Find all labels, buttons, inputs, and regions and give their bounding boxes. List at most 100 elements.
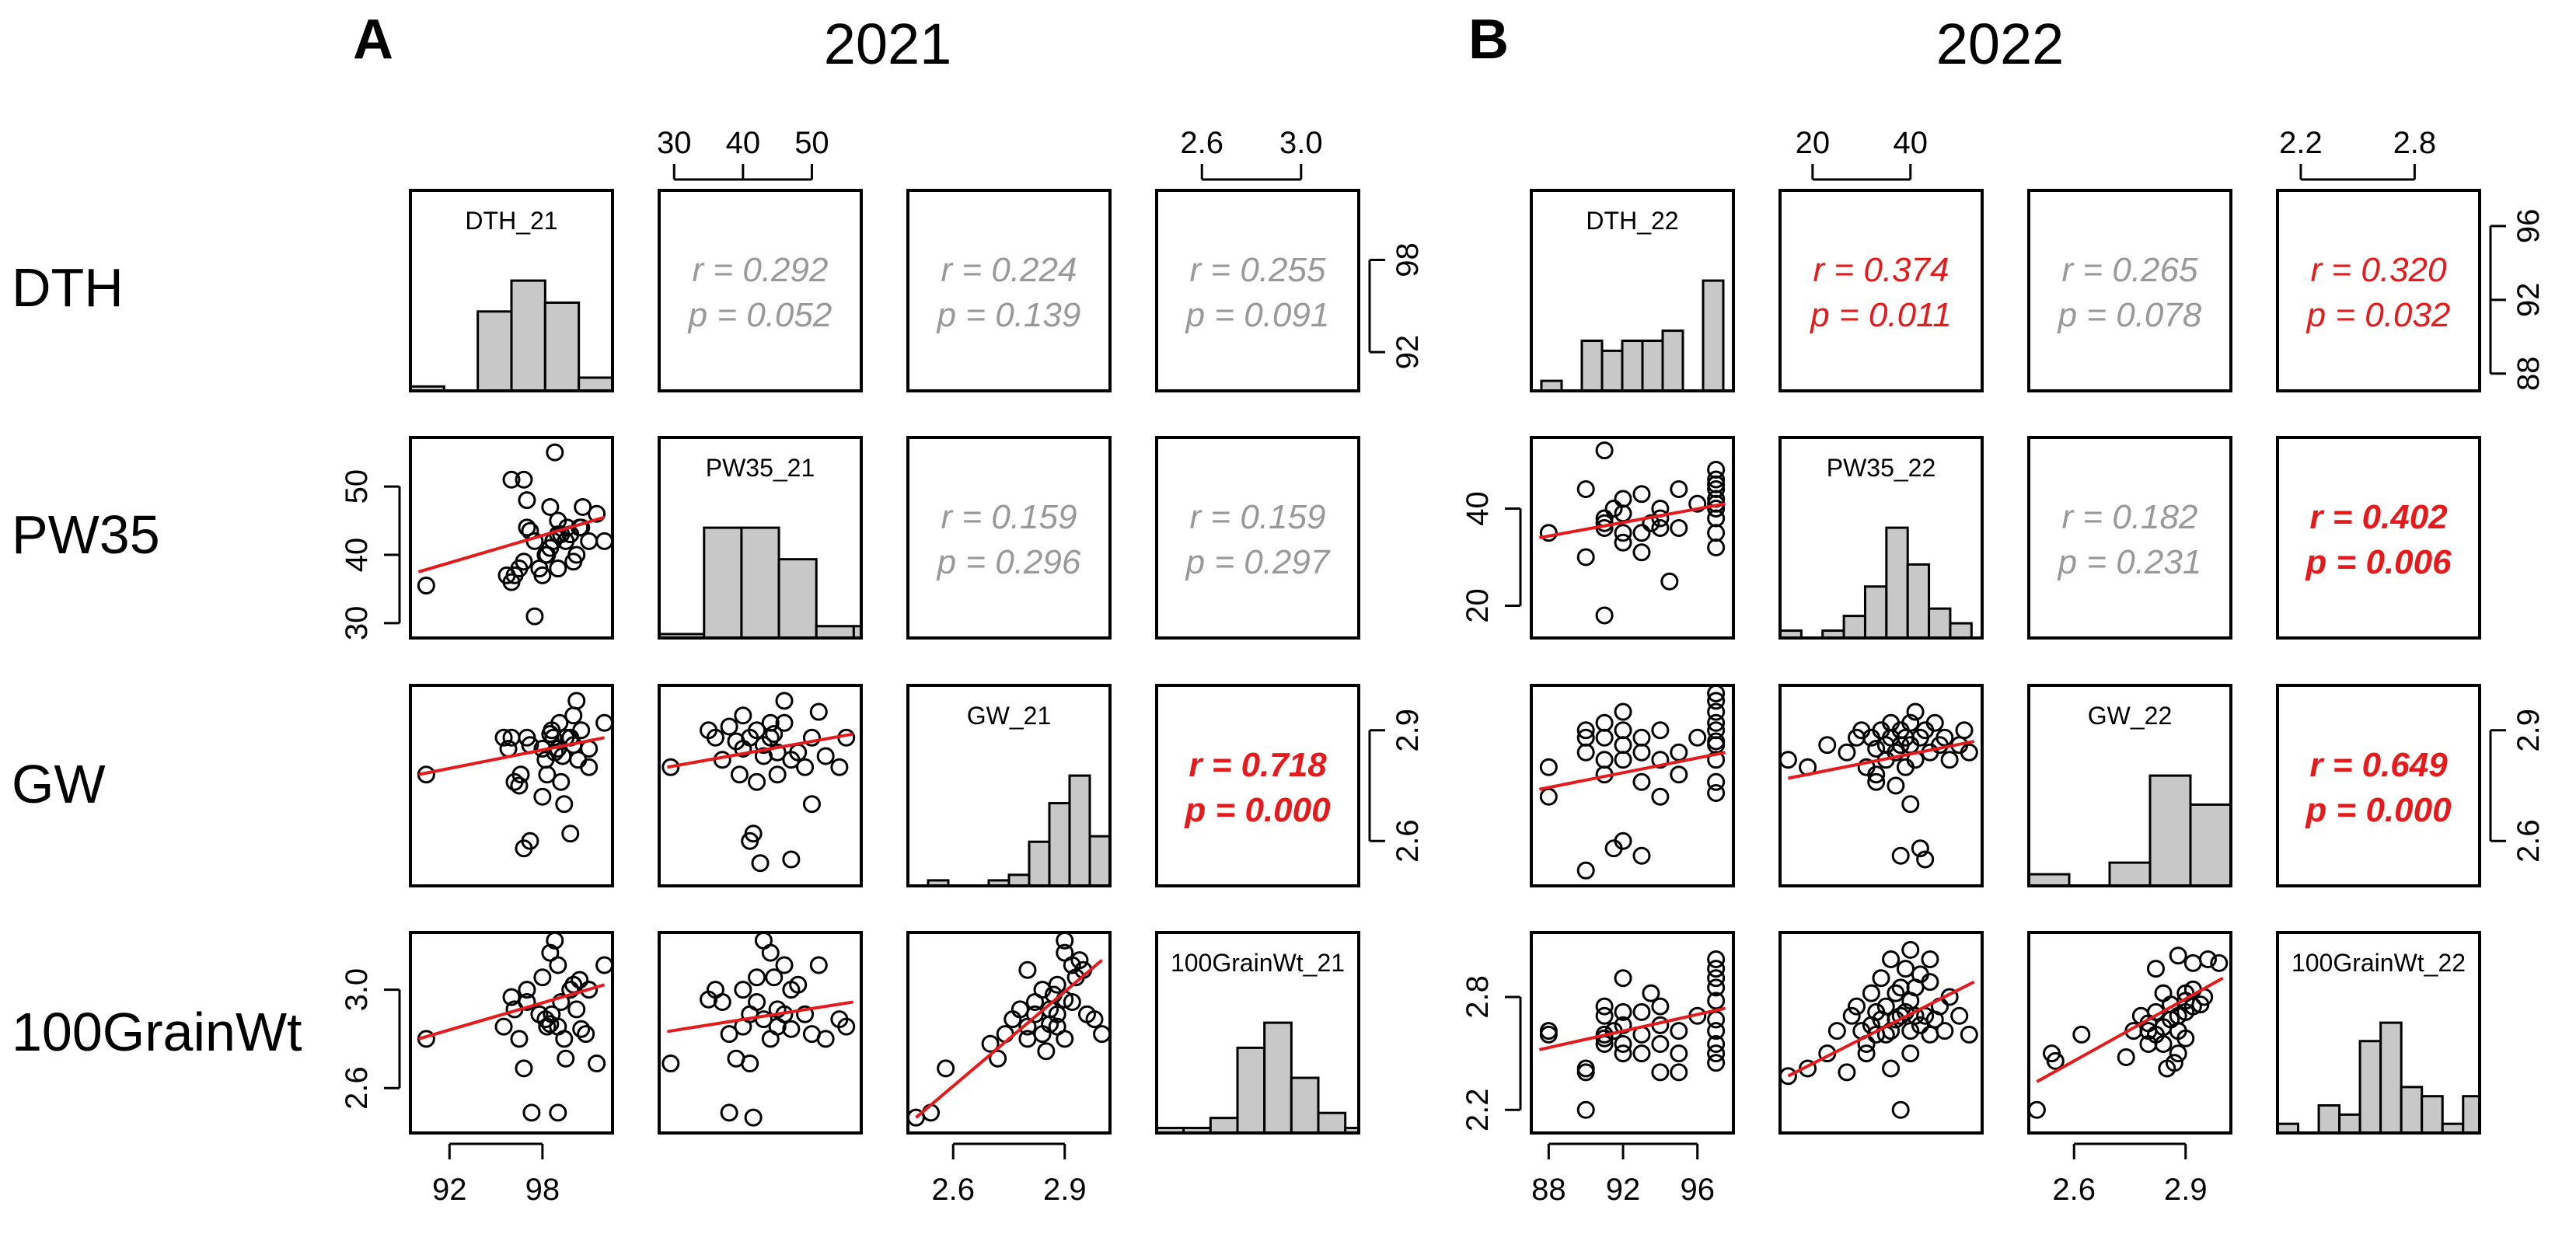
hist-bar — [2338, 1113, 2361, 1135]
variable-name-label: PW35_21 — [706, 454, 815, 482]
scatter-point — [720, 1103, 738, 1122]
panels: DTH_21r = 0.292 p = 0.052 r = 0.224 p = 0.1… — [340, 126, 2546, 1207]
scatter-point — [713, 992, 731, 1011]
scatter-point — [754, 1010, 773, 1029]
scatter-point — [1707, 702, 1726, 721]
correlation-p-label: p = 0.006 — [2305, 543, 2452, 581]
scatter-point — [1670, 765, 1688, 784]
y-tick-label: 30 — [340, 606, 374, 641]
scatter-point — [734, 706, 752, 725]
x-tick-label: 88 — [1531, 1173, 1566, 1207]
cell-frame — [658, 684, 863, 887]
hist-bar — [578, 376, 614, 392]
scatter-point — [549, 1103, 567, 1122]
scatter-point — [720, 717, 738, 736]
y-tick-label: 40 — [340, 538, 374, 573]
scatter-point — [557, 1049, 575, 1068]
scatter-point — [1576, 1063, 1595, 1082]
scatter-point — [1614, 721, 1632, 740]
correlation-r-label: r = 0.224 — [941, 251, 1077, 289]
scatter-point — [1595, 441, 1614, 460]
scatter-point — [809, 956, 828, 974]
hist-bar — [1028, 840, 1051, 887]
cell-frame — [2276, 436, 2481, 640]
cell-1-4: r = 0.255 p = 0.091 — [1155, 189, 1360, 392]
scatter-point — [1857, 1044, 1876, 1063]
scatter-point — [1632, 485, 1651, 504]
scatter-point — [1614, 751, 1632, 769]
scatter-point — [2210, 953, 2229, 972]
scatter-point — [1651, 787, 1670, 806]
cell-frame — [1155, 931, 1360, 1135]
scatter-point — [561, 824, 580, 843]
scatter-point — [417, 1030, 435, 1048]
cell-frame — [906, 189, 1112, 392]
scatter-point — [1688, 728, 1707, 747]
scatter-point — [522, 1103, 541, 1122]
y-tick-label: 98 — [1391, 242, 1425, 277]
scatter-point — [1867, 772, 1886, 791]
hist-bar — [2189, 803, 2232, 887]
hist-bar — [1048, 802, 1071, 887]
regression-line — [1787, 980, 1975, 1078]
scatter-point — [768, 765, 787, 784]
scatter-point — [577, 1025, 595, 1044]
scatter-point — [1901, 713, 1920, 732]
variable-name-label: DTH_22 — [1586, 207, 1678, 235]
variable-name-label: GW_22 — [2088, 702, 2172, 730]
scatter-point — [2183, 953, 2202, 972]
x-tick-label: 92 — [432, 1173, 467, 1207]
scatter-point — [789, 975, 808, 994]
variable-name-label: GW_21 — [967, 702, 1051, 730]
cell-2-4: r = 0.402 p = 0.006 — [2276, 436, 2481, 640]
axes-b: 88 92 96 2.6 2.9 20 40 2.2 2.8 20 40 2.2 2.8 88 92 96 2.… — [1461, 126, 2546, 1207]
correlation-r-label: r = 0.265 — [2062, 251, 2198, 289]
scatter-point — [567, 1000, 586, 1019]
regression-line — [667, 1000, 853, 1034]
scatter-point — [515, 470, 533, 489]
cell-frame — [1530, 684, 1735, 887]
cell-frame — [2027, 684, 2232, 887]
scatter-point — [765, 725, 784, 744]
scatter-point — [502, 988, 521, 1006]
scatter-point — [1632, 846, 1651, 865]
y-tick-label: 2.2 — [1461, 1088, 1495, 1131]
scatter-point — [744, 1108, 763, 1127]
scatter-point — [1632, 1002, 1651, 1021]
scatter-point — [1842, 1006, 1861, 1025]
scatter-point — [1651, 721, 1670, 740]
cell-2-3: r = 0.159 p = 0.296 — [906, 436, 1112, 640]
scatter-point — [744, 824, 763, 843]
scatter-point — [1614, 1044, 1632, 1063]
correlation-p-label: p = 0.011 — [1809, 296, 1951, 334]
cell-frame — [2276, 189, 2481, 392]
scatter-point — [541, 497, 560, 516]
scatter-point — [1882, 1059, 1901, 1078]
regression-line — [417, 515, 606, 573]
scatter-point — [572, 1020, 591, 1038]
regression-line — [915, 959, 1103, 1119]
scatter-point — [1921, 950, 1939, 969]
y-tick-label: 2.9 — [1391, 709, 1425, 752]
scatter-point — [1604, 500, 1623, 518]
panel-letter-a: A — [353, 9, 393, 71]
hist-bar — [1290, 1076, 1320, 1135]
cell-frame — [1530, 931, 1735, 1135]
scatter-point — [525, 607, 544, 626]
correlation-r-label: r = 0.159 — [941, 498, 1077, 536]
hist-bar — [1236, 1046, 1266, 1135]
panel-b: DTH_22r = 0.374 p = 0.011 r = 0.265 p = 0.0… — [1461, 126, 2546, 1207]
scatter-point — [1960, 1025, 1978, 1044]
scatter-point — [1911, 839, 1929, 858]
hist-bar — [1007, 873, 1031, 887]
correlation-p-label: p = 0.139 — [936, 296, 1081, 334]
scatter-point — [549, 559, 567, 578]
scatter-point — [802, 728, 821, 747]
scatter-point — [782, 850, 801, 869]
scatter-point — [1595, 1006, 1614, 1025]
x-tick-label: 92 — [1606, 1173, 1641, 1207]
hist-bar — [2400, 1086, 2424, 1135]
scatter-point — [2072, 1025, 2091, 1044]
scatter-point — [809, 702, 828, 721]
scatter-point — [1660, 572, 1679, 591]
